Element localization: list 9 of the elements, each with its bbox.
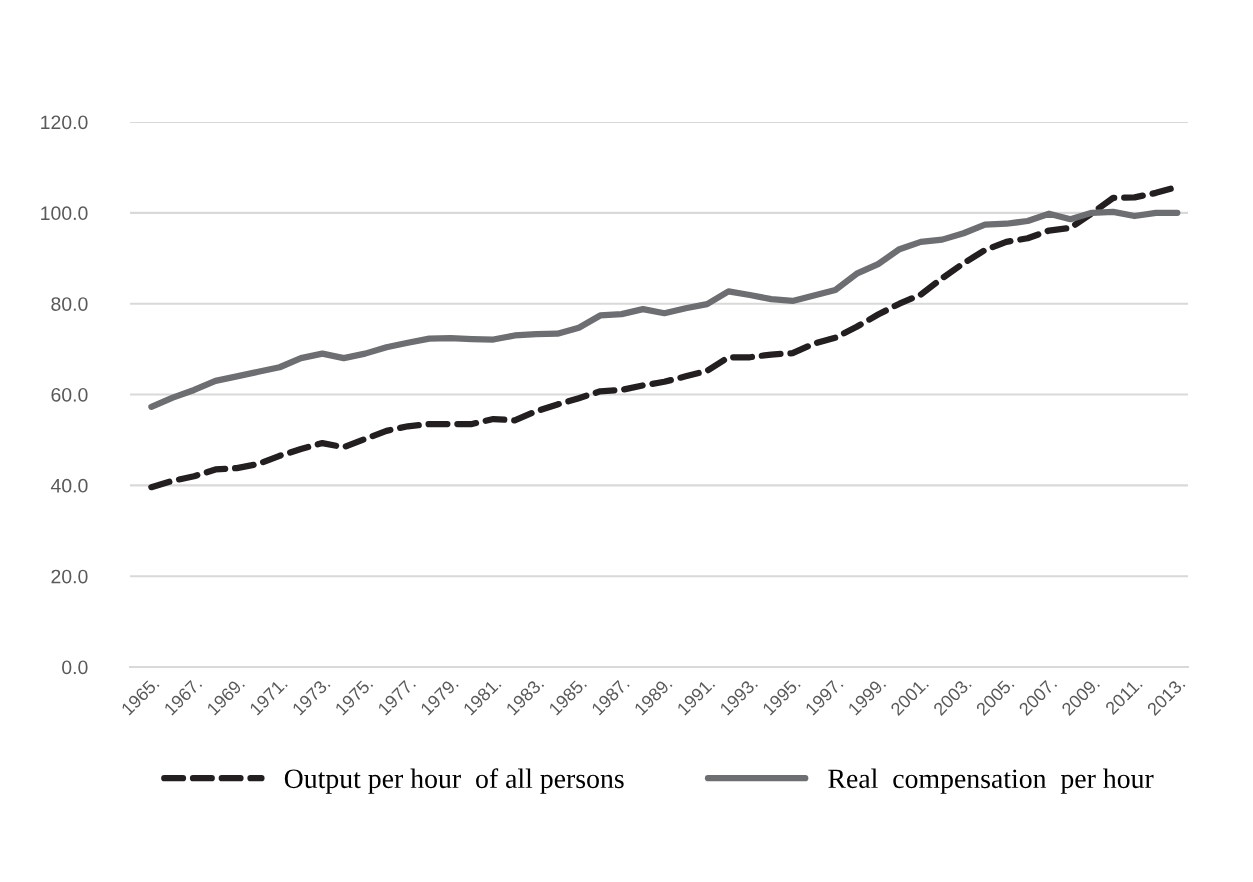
y-tick-label: 100.0: [41, 206, 88, 221]
y-tick-label: 80.0: [51, 297, 88, 311]
y-tick-label: 0.0: [62, 660, 88, 675]
legend-label: Real compensation per hour: [828, 768, 1154, 794]
legend-label: Output per hour of all persons: [284, 768, 624, 794]
y-tick-label: 20.0: [51, 569, 88, 584]
y-tick-label: 120.0: [41, 115, 88, 130]
y-tick-label: 60.0: [51, 387, 88, 402]
y-tick-label: 40.0: [50, 478, 88, 493]
